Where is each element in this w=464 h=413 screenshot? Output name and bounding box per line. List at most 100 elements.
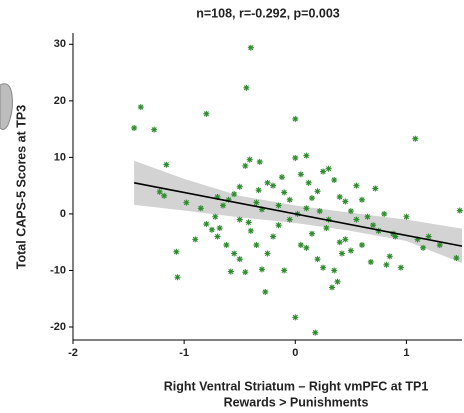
point [325,165,332,172]
point [264,179,271,186]
point [258,266,265,273]
point [456,207,463,214]
point [331,267,338,274]
point [303,205,310,212]
point [131,124,138,131]
point [336,193,343,200]
point [246,156,253,163]
point [403,213,410,220]
point [286,216,293,223]
point [208,226,215,233]
point [328,284,335,291]
regression-line [133,182,463,247]
point [258,206,265,213]
point [216,225,223,232]
point [270,182,277,189]
y-tick-label: 30 [54,38,66,50]
point [386,253,393,260]
x-axis-label: Right Ventral Striatum – Right vmPFC at … [164,379,429,393]
point [236,183,243,190]
x-tick-label: 1 [403,347,409,359]
point [342,236,349,243]
point [453,255,460,262]
point [303,152,310,159]
point [236,216,243,223]
point [163,161,170,168]
point [390,230,397,237]
point [243,84,250,91]
point [303,244,310,251]
y-tick-label: -10 [50,264,66,276]
confidence-band [134,160,462,264]
point [372,185,379,192]
brain-image [0,83,13,130]
point [253,242,260,249]
point [375,227,382,234]
point [297,171,304,178]
y-tick-label: 0 [60,208,66,220]
point [297,242,304,249]
point [370,222,377,229]
y-tick-label: -20 [50,321,66,333]
point [203,221,210,228]
point [231,191,238,198]
point [392,233,399,240]
point [242,269,249,276]
point [225,196,232,203]
x-axis-label: Rewards > Punishments [224,395,369,409]
point [174,274,181,281]
point [347,208,354,215]
point [151,126,158,133]
point [236,256,243,263]
point [316,208,323,215]
point [367,258,374,265]
point [334,278,341,285]
point [197,205,204,212]
point [353,182,360,189]
point [227,268,234,275]
point [214,193,221,200]
point [247,44,254,51]
point [278,174,285,181]
point [161,192,168,199]
point [358,196,365,203]
point [245,219,252,226]
point [312,329,319,336]
x-tick-label: -2 [68,347,78,359]
point [420,244,427,251]
point [323,225,330,232]
point [353,216,360,223]
point [338,250,345,257]
point [331,176,338,183]
point [247,227,254,234]
point [270,233,277,240]
y-tick-label: 10 [54,151,66,163]
y-tick-label: 20 [54,95,66,107]
point [173,248,180,255]
point [275,202,282,209]
chart-title: n=108, r=-0.292, p=0.003 [196,6,340,20]
point [342,198,349,205]
point [192,236,199,243]
point [308,230,315,237]
point [292,115,299,122]
point [242,162,249,169]
x-tick-label: -1 [179,347,189,359]
point [425,233,432,240]
point [381,210,388,217]
point [262,288,269,295]
point [305,179,312,186]
point [183,199,190,206]
point [347,247,354,254]
point [156,188,163,195]
point [212,213,219,220]
point [320,168,327,175]
point [314,256,321,263]
point [275,222,282,229]
point [314,188,321,195]
point [214,233,221,240]
point [281,267,288,274]
point [436,242,443,249]
point [264,250,271,257]
